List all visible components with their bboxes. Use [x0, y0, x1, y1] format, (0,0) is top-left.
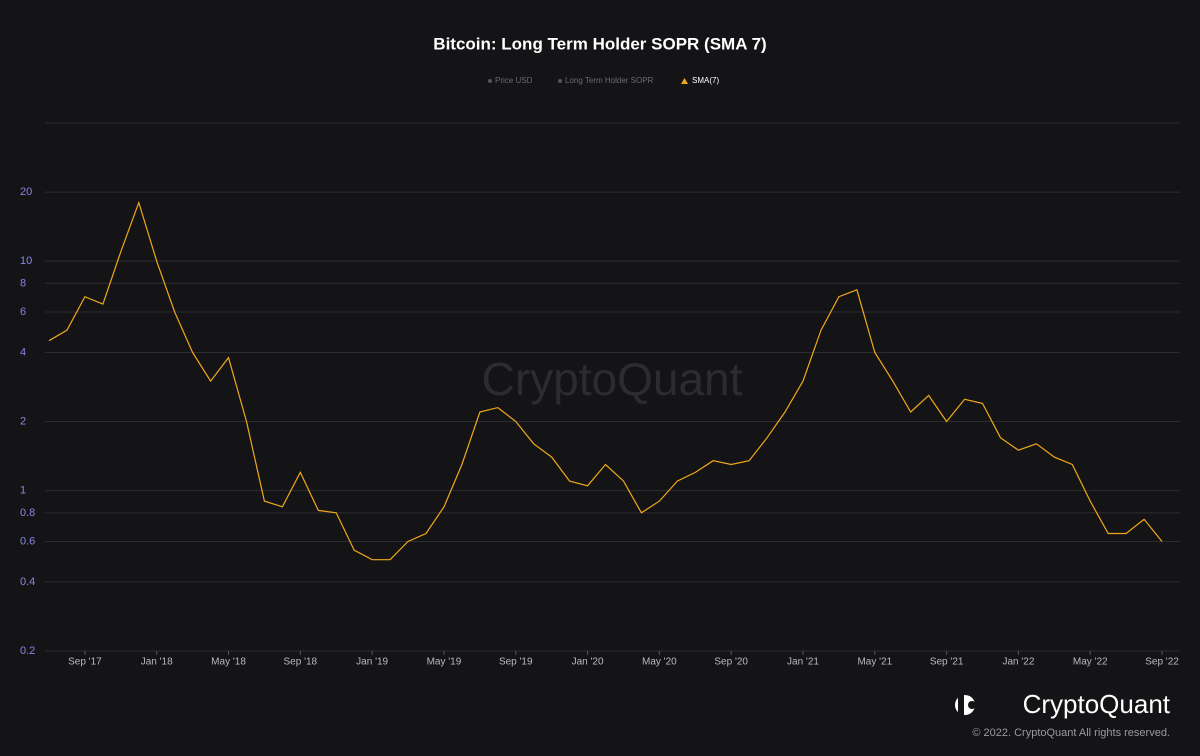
- x-tick-label: Jan '19: [356, 657, 388, 668]
- legend-marker: [488, 79, 492, 83]
- x-tick-label: Jan '22: [1002, 657, 1034, 668]
- x-tick-label: Sep '22: [1145, 657, 1179, 668]
- x-tick-label: Jan '18: [141, 657, 173, 668]
- x-tick-label: May '18: [211, 657, 246, 668]
- brand: CryptoQuant: [1023, 689, 1171, 719]
- legend-label: Price USD: [495, 76, 533, 85]
- chart-title: Bitcoin: Long Term Holder SOPR (SMA 7): [433, 34, 766, 53]
- y-tick-label: 4: [20, 346, 26, 358]
- y-tick-label: 0.8: [20, 507, 35, 519]
- y-tick-label: 0.2: [20, 645, 35, 657]
- x-tick-label: Jan '21: [787, 657, 819, 668]
- y-tick-label: 0.6: [20, 535, 35, 547]
- y-tick-label: 2: [20, 415, 26, 427]
- x-tick-label: May '22: [1073, 657, 1108, 668]
- x-tick-label: May '21: [857, 657, 892, 668]
- x-tick-label: Sep '20: [714, 657, 748, 668]
- y-tick-label: 0.4: [20, 576, 35, 588]
- y-tick-label: 10: [20, 255, 32, 267]
- legend-marker: [558, 79, 562, 83]
- y-tick-label: 8: [20, 277, 26, 289]
- y-tick-label: 20: [20, 186, 32, 198]
- x-tick-label: Sep '17: [68, 657, 102, 668]
- x-tick-label: Sep '21: [930, 657, 964, 668]
- x-tick-label: Jan '20: [572, 657, 604, 668]
- x-tick-label: Sep '18: [284, 657, 318, 668]
- y-tick-label: 6: [20, 306, 26, 318]
- x-tick-label: May '19: [427, 657, 462, 668]
- legend-label: SMA(7): [692, 76, 719, 85]
- legend-marker: [681, 78, 688, 84]
- copyright: © 2022. CryptoQuant All rights reserved.: [972, 727, 1170, 739]
- data-line: [48, 200, 1163, 561]
- watermark: CryptoQuant: [482, 353, 743, 405]
- logo: [955, 695, 976, 715]
- x-tick-label: Sep '19: [499, 657, 533, 668]
- x-tick-label: May '20: [642, 657, 677, 668]
- y-tick-label: 1: [20, 485, 26, 497]
- legend-label: Long Term Holder SOPR: [565, 76, 654, 85]
